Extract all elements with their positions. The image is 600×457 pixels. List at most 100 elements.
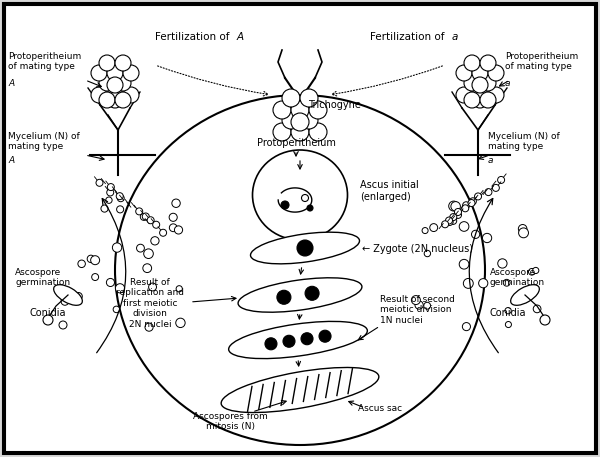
Circle shape [152, 221, 160, 228]
Circle shape [91, 87, 107, 103]
Circle shape [540, 315, 550, 325]
Circle shape [479, 279, 488, 288]
Circle shape [456, 87, 472, 103]
Circle shape [160, 229, 167, 236]
Text: a: a [505, 79, 511, 88]
Text: Ascus sac: Ascus sac [358, 404, 402, 413]
Circle shape [107, 92, 123, 108]
Text: Conidia: Conidia [30, 308, 67, 318]
Circle shape [115, 55, 131, 71]
Ellipse shape [253, 150, 347, 240]
Circle shape [456, 65, 472, 81]
Text: Ascospores from
mitosis (N): Ascospores from mitosis (N) [193, 412, 268, 431]
Circle shape [283, 335, 295, 347]
Circle shape [140, 213, 147, 220]
Circle shape [472, 77, 488, 93]
Circle shape [430, 223, 437, 232]
Circle shape [455, 212, 461, 218]
Circle shape [442, 221, 449, 228]
Circle shape [169, 224, 177, 232]
Ellipse shape [511, 285, 539, 305]
Circle shape [319, 330, 331, 342]
Circle shape [273, 101, 291, 119]
Text: A: A [237, 32, 244, 42]
Circle shape [142, 213, 149, 220]
Text: Protoperitheium
of mating type: Protoperitheium of mating type [505, 52, 578, 71]
Circle shape [462, 205, 469, 212]
Circle shape [143, 264, 152, 272]
Text: Mycelium (N) of
mating type: Mycelium (N) of mating type [8, 132, 80, 151]
Circle shape [518, 224, 527, 233]
Circle shape [277, 290, 291, 304]
Circle shape [107, 77, 123, 93]
Circle shape [282, 89, 300, 107]
Text: Protoperitheium: Protoperitheium [257, 138, 335, 148]
Circle shape [169, 213, 177, 221]
Text: Protoperitheium
of mating type: Protoperitheium of mating type [8, 52, 81, 71]
Circle shape [475, 193, 482, 200]
Circle shape [449, 201, 458, 211]
Circle shape [464, 92, 480, 108]
Circle shape [113, 306, 119, 313]
Circle shape [505, 308, 511, 314]
Circle shape [265, 338, 277, 350]
Circle shape [91, 65, 107, 81]
Circle shape [469, 198, 476, 205]
Circle shape [151, 237, 159, 245]
Circle shape [92, 274, 98, 281]
Circle shape [463, 278, 473, 288]
Text: Ascospore
germination: Ascospore germination [15, 268, 70, 287]
Circle shape [505, 322, 511, 328]
Circle shape [107, 65, 123, 81]
Text: Trichogyne: Trichogyne [308, 100, 361, 110]
Circle shape [99, 92, 115, 108]
Circle shape [59, 321, 67, 329]
Circle shape [463, 323, 470, 331]
Circle shape [307, 205, 313, 211]
Circle shape [149, 283, 157, 291]
Circle shape [503, 279, 510, 286]
Circle shape [291, 101, 309, 119]
Circle shape [450, 213, 457, 221]
Circle shape [493, 184, 499, 191]
Circle shape [472, 230, 480, 239]
Circle shape [459, 260, 469, 269]
Circle shape [145, 323, 153, 331]
Circle shape [273, 123, 291, 141]
Circle shape [446, 217, 452, 224]
Circle shape [472, 92, 488, 108]
Circle shape [291, 113, 309, 131]
Circle shape [297, 240, 313, 256]
Circle shape [106, 197, 112, 203]
Text: Conidia: Conidia [490, 308, 527, 318]
Text: Ascospore
germination: Ascospore germination [490, 268, 545, 287]
Circle shape [116, 193, 123, 200]
Text: Mycelium (N) of
mating type: Mycelium (N) of mating type [488, 132, 560, 151]
Circle shape [107, 189, 114, 196]
Circle shape [176, 318, 185, 328]
Circle shape [117, 195, 124, 202]
Circle shape [424, 303, 431, 309]
Circle shape [301, 333, 313, 345]
Circle shape [488, 65, 504, 81]
Ellipse shape [221, 367, 379, 413]
Circle shape [115, 75, 131, 91]
Circle shape [101, 205, 108, 212]
Circle shape [415, 301, 423, 309]
Circle shape [112, 243, 122, 252]
Circle shape [533, 305, 541, 313]
Circle shape [449, 217, 457, 224]
Text: ← Zygote (2N nucleus): ← Zygote (2N nucleus) [362, 244, 473, 254]
Circle shape [107, 87, 123, 103]
Circle shape [147, 217, 154, 224]
Circle shape [518, 228, 529, 238]
Ellipse shape [115, 95, 485, 445]
Circle shape [464, 55, 480, 71]
Circle shape [480, 55, 496, 71]
Circle shape [99, 75, 115, 91]
Circle shape [137, 244, 145, 252]
Circle shape [91, 256, 100, 265]
Circle shape [497, 176, 505, 183]
Circle shape [309, 123, 327, 141]
Circle shape [107, 184, 115, 191]
